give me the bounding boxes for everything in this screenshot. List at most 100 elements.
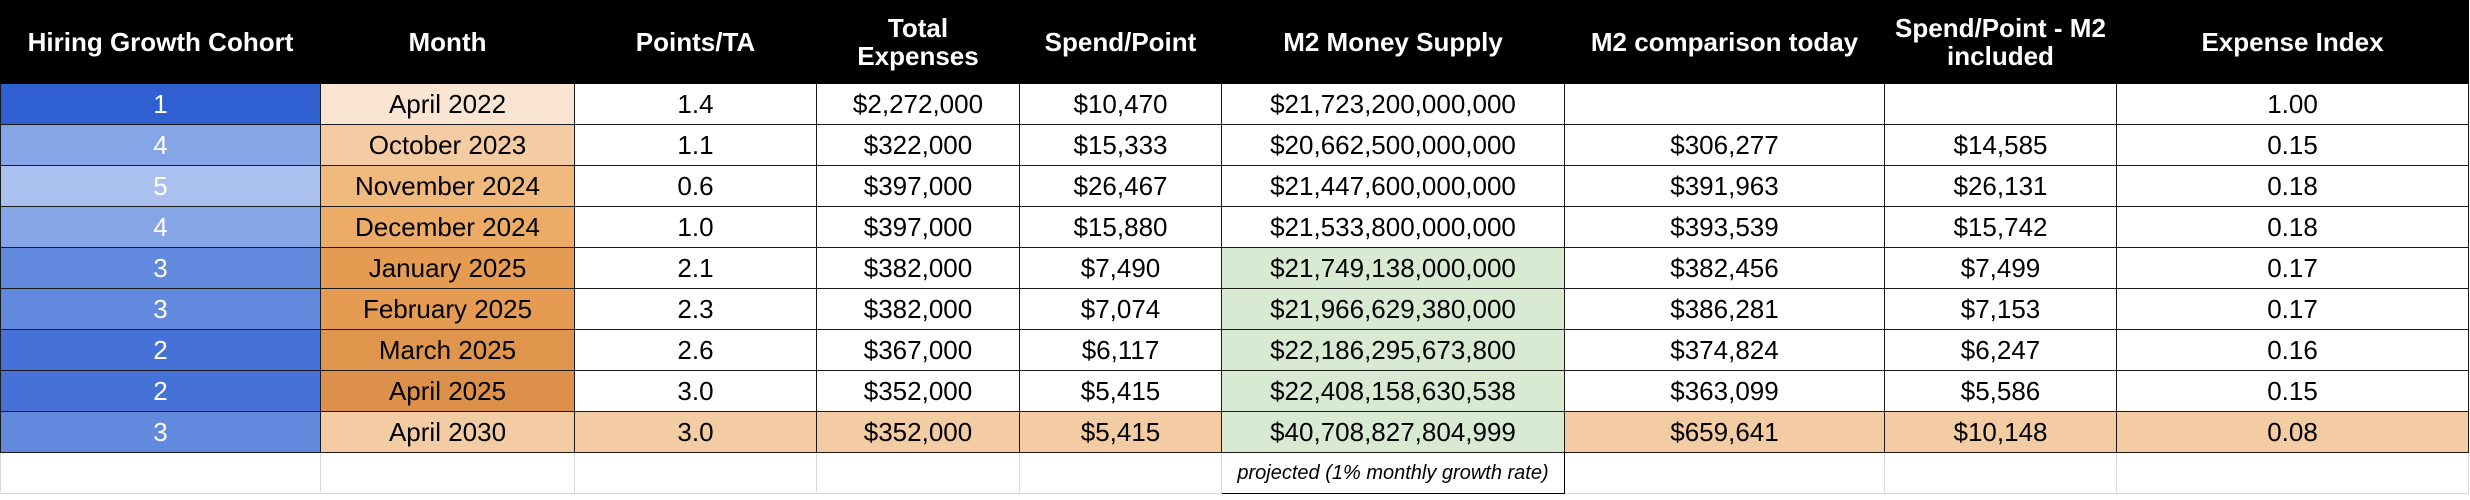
cohort-cell[interactable]: 4 xyxy=(0,206,321,248)
empty-cell[interactable] xyxy=(574,452,817,494)
spend-point-cell[interactable]: $7,074 xyxy=(1019,288,1222,330)
expense-index-cell[interactable]: 0.18 xyxy=(2116,165,2469,207)
cohort-cell[interactable]: 1 xyxy=(0,83,321,125)
header-points-ta[interactable]: Points/TA xyxy=(574,0,817,84)
total-expenses-cell[interactable]: $2,272,000 xyxy=(816,83,1020,125)
m2-comparison-today-cell[interactable]: $374,824 xyxy=(1564,329,1885,371)
total-expenses-cell[interactable]: $322,000 xyxy=(816,124,1020,166)
spend-point-m2-cell[interactable]: $6,247 xyxy=(1884,329,2117,371)
spend-point-cell[interactable]: $15,880 xyxy=(1019,206,1222,248)
spend-point-m2-cell[interactable]: $14,585 xyxy=(1884,124,2117,166)
m2-money-supply-cell[interactable]: $22,186,295,673,800 xyxy=(1221,329,1565,371)
header-spend-point-m2[interactable]: Spend/Point - M2 included xyxy=(1884,0,2117,84)
spend-point-cell[interactable]: $5,415 xyxy=(1019,411,1222,453)
total-expenses-cell[interactable]: $397,000 xyxy=(816,165,1020,207)
month-cell[interactable]: March 2025 xyxy=(320,329,575,371)
m2-money-supply-cell[interactable]: $21,723,200,000,000 xyxy=(1221,83,1565,125)
cohort-cell[interactable]: 3 xyxy=(0,411,321,453)
header-m2-money-supply[interactable]: M2 Money Supply xyxy=(1221,0,1565,84)
spend-point-cell[interactable]: $7,490 xyxy=(1019,247,1222,289)
points-ta-cell[interactable]: 2.1 xyxy=(574,247,817,289)
spend-point-m2-cell[interactable]: $7,499 xyxy=(1884,247,2117,289)
spend-point-cell[interactable]: $26,467 xyxy=(1019,165,1222,207)
cohort-cell[interactable]: 3 xyxy=(0,247,321,289)
total-expenses-cell[interactable]: $397,000 xyxy=(816,206,1020,248)
m2-money-supply-cell[interactable]: $22,408,158,630,538 xyxy=(1221,370,1565,412)
m2-comparison-today-cell[interactable]: $391,963 xyxy=(1564,165,1885,207)
spend-point-m2-cell[interactable]: $10,148 xyxy=(1884,411,2117,453)
month-cell[interactable]: April 2025 xyxy=(320,370,575,412)
expense-index-cell[interactable]: 0.15 xyxy=(2116,370,2469,412)
points-ta-cell[interactable]: 0.6 xyxy=(574,165,817,207)
total-expenses-cell[interactable]: $382,000 xyxy=(816,247,1020,289)
expense-index-cell[interactable]: 0.17 xyxy=(2116,288,2469,330)
empty-cell[interactable] xyxy=(2116,452,2469,494)
month-cell[interactable]: January 2025 xyxy=(320,247,575,289)
points-ta-cell[interactable]: 3.0 xyxy=(574,370,817,412)
m2-comparison-today-cell[interactable]: $386,281 xyxy=(1564,288,1885,330)
total-expenses-cell[interactable]: $352,000 xyxy=(816,411,1020,453)
header-m2-comparison-today[interactable]: M2 comparison today xyxy=(1564,0,1885,84)
spend-point-cell[interactable]: $6,117 xyxy=(1019,329,1222,371)
points-ta-cell[interactable]: 1.0 xyxy=(574,206,817,248)
m2-money-supply-cell[interactable]: $21,966,629,380,000 xyxy=(1221,288,1565,330)
spend-point-cell[interactable]: $15,333 xyxy=(1019,124,1222,166)
m2-money-supply-cell[interactable]: $21,749,138,000,000 xyxy=(1221,247,1565,289)
cohort-cell[interactable]: 2 xyxy=(0,370,321,412)
expense-index-cell[interactable]: 0.17 xyxy=(2116,247,2469,289)
projection-note[interactable]: projected (1% monthly growth rate) xyxy=(1221,452,1565,494)
header-expense-index[interactable]: Expense Index xyxy=(2116,0,2469,84)
empty-cell[interactable] xyxy=(1884,452,2117,494)
points-ta-cell[interactable]: 1.1 xyxy=(574,124,817,166)
expense-index-cell[interactable]: 0.18 xyxy=(2116,206,2469,248)
m2-comparison-today-cell[interactable]: $382,456 xyxy=(1564,247,1885,289)
m2-money-supply-cell[interactable]: $21,533,800,000,000 xyxy=(1221,206,1565,248)
m2-money-supply-cell[interactable]: $20,662,500,000,000 xyxy=(1221,124,1565,166)
points-ta-cell[interactable]: 3.0 xyxy=(574,411,817,453)
month-cell[interactable]: April 2030 xyxy=(320,411,575,453)
spend-point-m2-cell[interactable]: $15,742 xyxy=(1884,206,2117,248)
cohort-cell[interactable]: 4 xyxy=(0,124,321,166)
points-ta-cell[interactable]: 2.3 xyxy=(574,288,817,330)
empty-cell[interactable] xyxy=(1019,452,1222,494)
month-cell[interactable]: November 2024 xyxy=(320,165,575,207)
m2-comparison-today-cell[interactable]: $393,539 xyxy=(1564,206,1885,248)
month-cell[interactable]: October 2023 xyxy=(320,124,575,166)
empty-cell[interactable] xyxy=(320,452,575,494)
total-expenses-cell[interactable]: $367,000 xyxy=(816,329,1020,371)
spend-point-m2-cell[interactable]: $7,153 xyxy=(1884,288,2117,330)
header-hiring-growth-cohort[interactable]: Hiring Growth Cohort xyxy=(0,0,321,84)
m2-money-supply-cell[interactable]: $40,708,827,804,999 xyxy=(1221,411,1565,453)
empty-cell[interactable] xyxy=(816,452,1020,494)
m2-comparison-today-cell[interactable]: $306,277 xyxy=(1564,124,1885,166)
points-ta-cell[interactable]: 1.4 xyxy=(574,83,817,125)
header-spend-point[interactable]: Spend/Point xyxy=(1019,0,1222,84)
spend-point-cell[interactable]: $10,470 xyxy=(1019,83,1222,125)
month-cell[interactable]: February 2025 xyxy=(320,288,575,330)
header-total-expenses[interactable]: Total Expenses xyxy=(816,0,1020,84)
month-cell[interactable]: December 2024 xyxy=(320,206,575,248)
header-month[interactable]: Month xyxy=(320,0,575,84)
expense-index-cell[interactable]: 0.15 xyxy=(2116,124,2469,166)
spend-point-m2-cell[interactable] xyxy=(1884,83,2117,125)
total-expenses-cell[interactable]: $382,000 xyxy=(816,288,1020,330)
spend-point-cell[interactable]: $5,415 xyxy=(1019,370,1222,412)
table-row: 2 April 2025 3.0 $352,000 $5,415 $22,408,158,… xyxy=(0,370,2469,412)
month-cell[interactable]: April 2022 xyxy=(320,83,575,125)
m2-comparison-today-cell[interactable]: $363,099 xyxy=(1564,370,1885,412)
spend-point-m2-cell[interactable]: $5,586 xyxy=(1884,370,2117,412)
cohort-cell[interactable]: 5 xyxy=(0,165,321,207)
total-expenses-cell[interactable]: $352,000 xyxy=(816,370,1020,412)
expense-index-cell[interactable]: 1.00 xyxy=(2116,83,2469,125)
cohort-cell[interactable]: 2 xyxy=(0,329,321,371)
expense-index-cell[interactable]: 0.08 xyxy=(2116,411,2469,453)
empty-cell[interactable] xyxy=(0,452,321,494)
m2-money-supply-cell[interactable]: $21,447,600,000,000 xyxy=(1221,165,1565,207)
points-ta-cell[interactable]: 2.6 xyxy=(574,329,817,371)
m2-comparison-today-cell[interactable]: $659,641 xyxy=(1564,411,1885,453)
m2-comparison-today-cell[interactable] xyxy=(1564,83,1885,125)
cohort-cell[interactable]: 3 xyxy=(0,288,321,330)
spend-point-m2-cell[interactable]: $26,131 xyxy=(1884,165,2117,207)
expense-index-cell[interactable]: 0.16 xyxy=(2116,329,2469,371)
empty-cell[interactable] xyxy=(1564,452,1885,494)
